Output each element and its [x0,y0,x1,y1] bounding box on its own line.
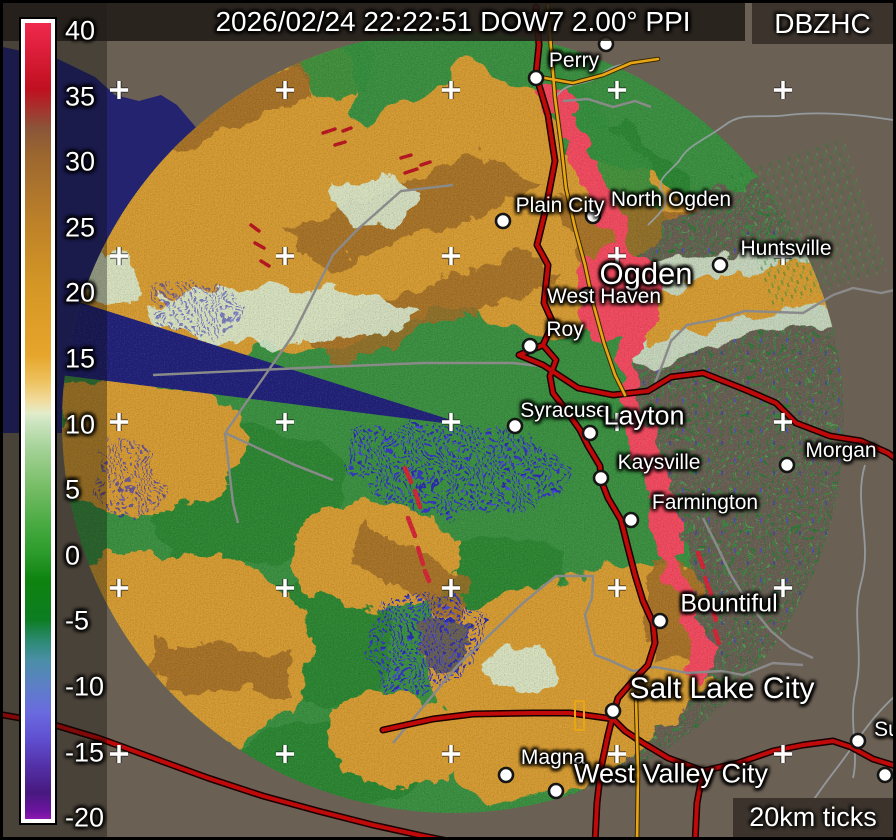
colorbar-tick: 40 [65,15,96,46]
city-label: Salt Lake City [629,672,815,705]
colorbar-tick: 0 [65,540,81,571]
colorbar-tick: 15 [65,343,96,374]
city-label: West Valley City [573,758,769,789]
city-label: Farmington [651,491,759,514]
colorbar-tick: -15 [65,737,105,768]
city-label: Morgan [805,439,877,462]
county-borders [152,97,893,744]
city-label: Plain City [515,194,605,217]
colorbar-tick: -10 [65,671,105,702]
city-label: Magna [520,746,586,769]
city-label: Ogden [599,256,693,291]
colorbar-tick: 20 [65,277,96,308]
title-bar [3,3,745,41]
colorbar-gradient [21,19,55,823]
radar-map-canvas[interactable] [3,3,893,837]
product-badge[interactable]: DBZHC [752,3,893,44]
radar-display [3,3,893,837]
city-label: Su [874,718,893,741]
colorbar-tick: -20 [65,802,105,833]
city-label: North Ogden [610,188,732,211]
scan-title: 2026/02/24 22:22:51 DOW7 2.00° PPI [215,6,691,37]
city-label: Perry [548,49,600,72]
colorbar-tick: 10 [65,409,96,440]
reflectivity-colorbar [19,17,57,825]
scale-note: 20km ticks [733,798,893,837]
colorbar-tick: 35 [65,81,96,112]
city-label: Bountiful [680,589,778,618]
city-label: Syracuse [520,399,608,422]
highways [3,3,893,837]
city-label: Kaysville [617,451,701,474]
city-label: Huntsville [740,237,832,260]
city-label: West Haven [547,285,661,308]
city-label: Roy [546,318,584,341]
rim-fringe [729,137,887,309]
colorbar-tick: 25 [65,212,96,243]
city-label: Layton [603,400,685,431]
colorbar-tick: 5 [65,474,81,505]
colorbar-tick: -5 [65,605,90,636]
colorbar-tick: 30 [65,146,96,177]
